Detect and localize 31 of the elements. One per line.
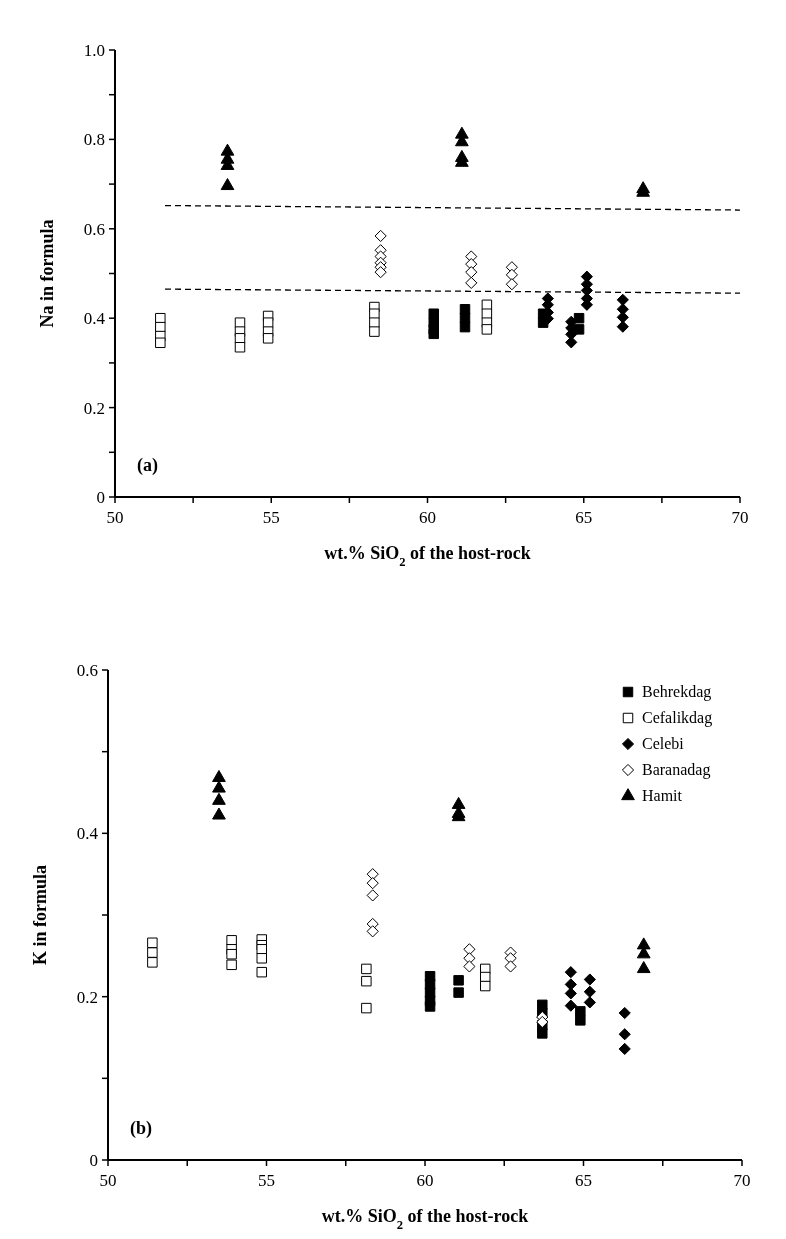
y-tick-label: 0.8 [83,130,105,150]
x-tick-label: 60 [416,1171,434,1190]
legend-label: Cefalikdag [642,709,713,727]
x-tick-label: 65 [575,1171,592,1190]
y-tick-label: 0.4 [83,309,106,329]
y-tick-label: 0.6 [83,219,105,239]
y-axis-title: Na in formula [37,219,57,328]
y-tick-label: 0 [89,1150,98,1170]
x-tick-label: 70 [731,508,749,527]
x-tick-label: 50 [99,1171,117,1190]
y-tick-label: 0.2 [83,398,105,418]
legend-label: Baranadag [642,761,711,779]
x-tick-label: 70 [733,1171,751,1190]
y-tick-label: 1.0 [83,40,105,60]
y-tick-label: 0 [96,487,105,507]
x-tick-label: 65 [575,508,593,527]
y-tick-label: 0.4 [76,824,99,844]
y-tick-label: 0.6 [76,660,98,680]
x-axis-title: wt.% SiO$_{2}$ of the host-rock [321,1206,529,1232]
y-axis-title: K in formula [30,864,50,966]
legend-label: Behrekdag [642,683,712,701]
legend-label: Hamit [642,787,683,804]
x-tick-label: 50 [106,508,124,527]
legend-label: Celebi [642,735,685,752]
annotation: (a) [137,455,158,476]
x-axis-title: wt.% SiO$_{2}$ of the host-rock [324,543,531,569]
x-tick-label: 55 [258,1171,275,1190]
annotation: (b) [130,1118,152,1139]
y-tick-label: 0.2 [76,987,98,1007]
x-tick-label: 55 [262,508,280,527]
x-tick-label: 60 [419,508,436,527]
